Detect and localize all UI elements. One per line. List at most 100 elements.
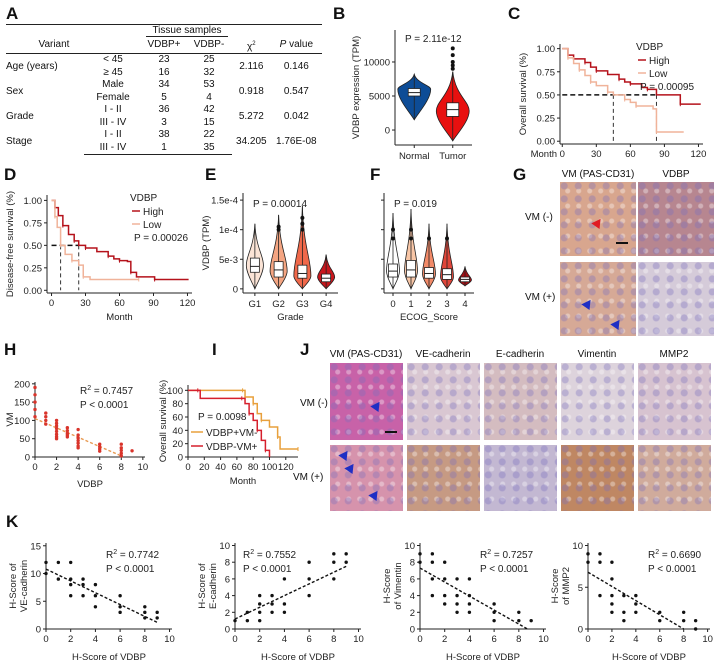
data-point (258, 593, 262, 598)
annotation-part: 2 (113, 549, 117, 556)
column-title: VDBP (662, 169, 690, 180)
data-point (598, 552, 602, 556)
y-tick-label: 10000 (364, 57, 390, 68)
data-point (69, 560, 73, 565)
data-point (282, 577, 287, 581)
data-point (33, 415, 37, 419)
x-tick-label: 4 (93, 634, 98, 645)
x-tick-label: 60 (232, 462, 243, 473)
data-point (119, 454, 123, 458)
y-tick-label: 10 (219, 541, 230, 552)
micrograph-j (484, 445, 557, 511)
data-point (344, 560, 348, 564)
annotation-part: = 0.7552 (254, 550, 296, 561)
x-tick-label: 6 (306, 634, 311, 645)
legend-label: Low (143, 220, 162, 231)
data-point (467, 577, 472, 581)
annotation-part: 2 (87, 385, 91, 392)
data-point (130, 449, 134, 453)
x-tick-label: Tumor (439, 151, 466, 162)
vdbp-neg-cell: 15 (203, 116, 215, 128)
data-point (492, 610, 496, 615)
panel-label-c: C (508, 4, 521, 23)
x-axis-label: VDBP (77, 479, 103, 490)
vdbp-neg-cell: 35 (186, 141, 232, 156)
x-tick-label: 6 (117, 634, 122, 645)
data-point (693, 627, 698, 631)
x-axis-label: Month (106, 312, 132, 323)
x-tick-label: 90 (148, 298, 159, 309)
level-cell: III - IV (84, 141, 142, 156)
panel-label-e: E (205, 165, 217, 184)
y-tick-label: 10 (404, 541, 415, 552)
x-tick-label: 6 (657, 634, 662, 645)
micrograph-j (330, 363, 403, 440)
data-point (56, 577, 61, 581)
x-tick-label: 80 (248, 462, 259, 473)
x-tick-label: 0 (390, 299, 395, 310)
p-value-cell: 0.547 (283, 85, 309, 97)
data-point (119, 451, 123, 456)
y-tick-label: 4 (225, 591, 230, 602)
data-point (44, 418, 48, 423)
x-tick-label: G3 (296, 299, 309, 310)
y-axis-label: VM (5, 412, 16, 426)
data-point (119, 448, 123, 453)
data-point (467, 610, 472, 615)
x-tick-label: 2 (68, 634, 73, 645)
y-axis-label: of MMP2 (561, 567, 572, 605)
x-tick-label: 8 (331, 634, 336, 645)
data-point (634, 610, 638, 615)
data-point (430, 560, 435, 564)
x-axis-label: H-Score of VDBP (72, 652, 146, 663)
data-point (307, 577, 311, 581)
vdbp-pos-cell: 5 (161, 91, 167, 103)
data-point (44, 422, 48, 426)
y-axis-label: Overall survival (%) (158, 380, 169, 462)
y-axis-label: E-cadherin (208, 563, 219, 609)
data-point (76, 441, 80, 445)
data-point (307, 593, 311, 598)
data-point (622, 610, 626, 615)
data-point (233, 618, 237, 623)
x-tick-label: 8 (516, 634, 521, 645)
p-value-annotation: P = 0.0098 (198, 412, 247, 423)
column-title: VE-cadherin (415, 349, 471, 360)
vdbp-pos-cell: 3 (161, 116, 167, 128)
x-tick-label: 30 (80, 298, 91, 309)
data-point (658, 618, 662, 623)
outlier-point (427, 236, 431, 241)
header-vdbp-pos: VDBP+ (142, 37, 186, 55)
data-point (143, 610, 147, 615)
data-point (76, 427, 80, 432)
table-row: Stage I - II 38 22 34.205 1.76E-08 (6, 129, 322, 147)
box (388, 263, 398, 278)
table-row: Grade I - II 36 42 5.272 0.042 (6, 104, 322, 121)
annotation-part: = 0.7457 (91, 386, 133, 397)
row-title: VM (+) (293, 472, 324, 483)
x-axis-label: Month (230, 476, 256, 487)
y-tick-label: 5000 (369, 92, 390, 103)
x-axis-label: H-Score of VDBP (261, 652, 335, 663)
p-value-cell: 0.146 (283, 60, 309, 72)
r-squared-annotation: R2 = 0.7257 (480, 549, 534, 561)
y-tick-label: 6 (410, 574, 415, 585)
panel-label-d: D (4, 165, 17, 184)
data-point (33, 385, 37, 390)
y-tick-label: 40 (172, 426, 183, 437)
vdbp-neg-cell: 4 (206, 91, 212, 103)
panel-label-i: I (212, 340, 217, 359)
y-tick-label: 200 (14, 379, 30, 390)
data-point (93, 594, 98, 598)
survival-curve-Low (562, 47, 684, 133)
x-tick-label: 6 (97, 462, 102, 473)
data-point (455, 610, 459, 615)
y-tick-label: 15 (30, 541, 41, 552)
data-point (282, 602, 287, 606)
clinical-table: Tissue samples Variant VDBP+ VDBP- χ2 P … (6, 24, 322, 156)
data-point (118, 594, 122, 598)
variant-cell: Sex (6, 85, 24, 97)
data-point (622, 593, 626, 598)
data-point (344, 552, 348, 556)
